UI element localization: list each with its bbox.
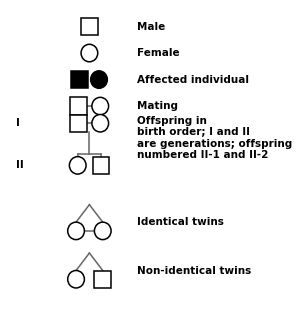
Circle shape bbox=[94, 222, 111, 240]
Bar bbox=[70, 115, 87, 132]
Bar bbox=[72, 71, 88, 88]
Text: Non-identical twins: Non-identical twins bbox=[137, 266, 251, 275]
Circle shape bbox=[81, 44, 98, 62]
Circle shape bbox=[92, 115, 108, 132]
Text: I: I bbox=[16, 118, 20, 128]
Text: Identical twins: Identical twins bbox=[137, 217, 224, 227]
Circle shape bbox=[68, 271, 84, 288]
Text: Affected individual: Affected individual bbox=[137, 75, 249, 85]
Circle shape bbox=[91, 71, 107, 88]
Bar bbox=[81, 18, 98, 35]
Text: Offspring in
birth order; I and II
are generations; offspring
numbered II-1 and : Offspring in birth order; I and II are g… bbox=[137, 116, 292, 160]
Circle shape bbox=[69, 157, 86, 174]
Bar bbox=[94, 271, 111, 288]
Text: Male: Male bbox=[137, 22, 165, 32]
Circle shape bbox=[92, 97, 108, 115]
Text: Mating: Mating bbox=[137, 101, 178, 111]
Bar bbox=[70, 97, 87, 115]
Bar bbox=[93, 157, 109, 174]
Text: II: II bbox=[16, 160, 24, 170]
Circle shape bbox=[68, 222, 84, 240]
Text: Female: Female bbox=[137, 48, 180, 58]
